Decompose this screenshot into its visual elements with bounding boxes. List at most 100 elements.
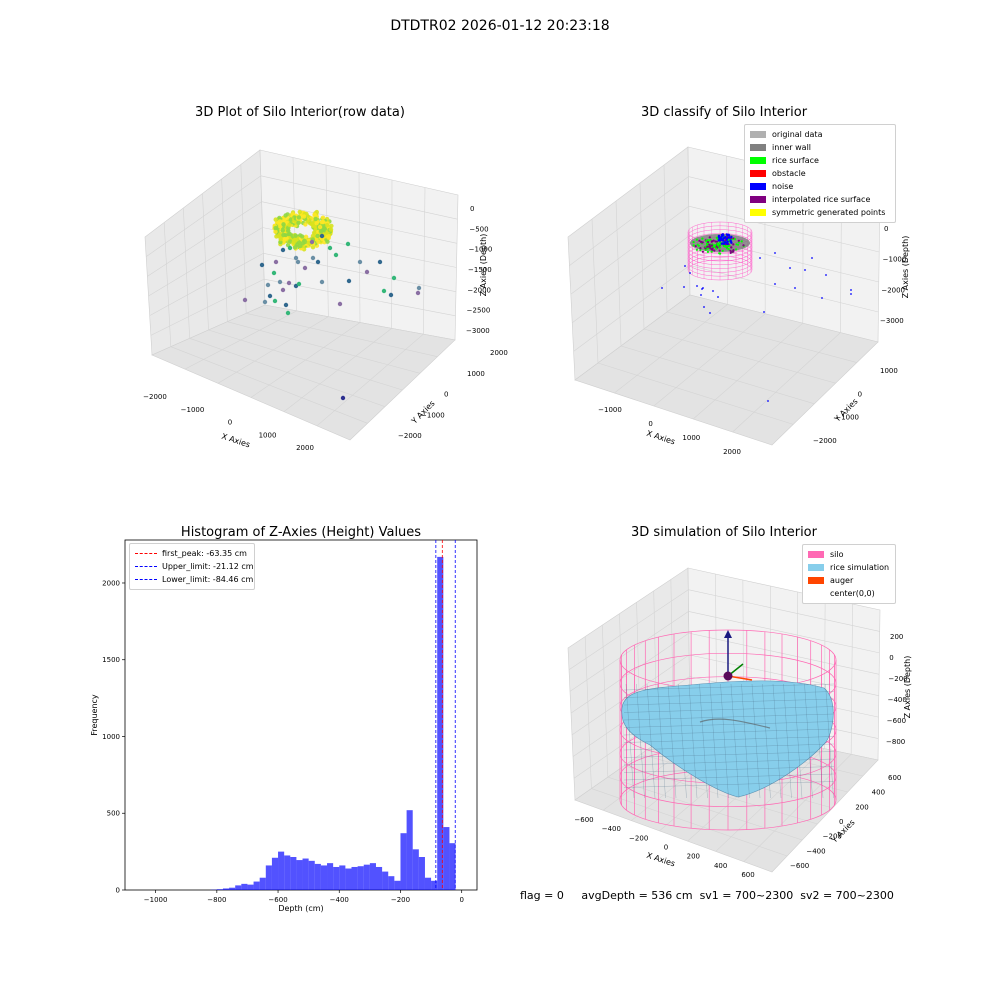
data-point <box>267 293 273 299</box>
legend-label: noise <box>772 182 794 191</box>
histogram-bar <box>216 889 223 890</box>
data-point <box>684 265 686 267</box>
data-point <box>242 297 248 303</box>
rice-mesh-line <box>688 683 698 799</box>
rice-mesh-line <box>730 683 740 799</box>
raw-z-tick-label: −2500 <box>467 307 491 315</box>
data-point <box>315 259 321 265</box>
legend-swatch <box>750 157 766 164</box>
grid-line <box>569 176 689 266</box>
simulation-y-tick-label: 0 <box>839 818 843 826</box>
data-point <box>729 249 732 252</box>
simulation-x-tick-label: −600 <box>574 816 593 824</box>
data-point <box>281 222 286 227</box>
rice-mesh-line <box>623 758 835 766</box>
rice-mesh-line <box>783 683 792 799</box>
rice-mesh-line <box>762 683 771 799</box>
grid-line <box>572 235 690 324</box>
data-point <box>322 226 327 231</box>
data-point <box>314 237 319 242</box>
data-point <box>320 215 326 220</box>
data-point <box>287 239 293 244</box>
data-point <box>732 249 735 252</box>
data-point <box>391 275 397 281</box>
raw-y-tick-label: −1000 <box>421 411 445 419</box>
simulation-plot-title: 3D simulation of Silo Interior <box>631 525 818 540</box>
simulation-z-tick-label: −200 <box>888 675 907 683</box>
data-point <box>712 239 715 242</box>
data-point <box>273 225 278 231</box>
grid-line <box>584 636 592 789</box>
x-tick-label: −1000 <box>144 896 168 904</box>
grid-line <box>614 304 728 394</box>
data-point <box>315 233 320 239</box>
data-point <box>821 297 823 299</box>
histogram-bar <box>345 868 352 890</box>
data-point <box>719 236 722 239</box>
legend-swatch <box>750 183 766 190</box>
simulation-y-tick-label: −400 <box>806 847 825 855</box>
status-footer: flag = 0 avgDepth = 536 cm sv1 = 700~230… <box>520 889 894 902</box>
grid-line <box>693 322 803 420</box>
grid-line <box>624 765 818 825</box>
simulation-z-tick-label: 0 <box>889 654 893 662</box>
classify-y-tick-label: 0 <box>858 390 862 398</box>
data-point <box>280 287 286 293</box>
histogram-bar <box>284 855 291 890</box>
data-point <box>297 209 302 215</box>
y-tick-label: 0 <box>116 887 120 895</box>
classify-y-tick-label: −2000 <box>813 437 837 445</box>
simulation-z-tick-label: −400 <box>888 696 907 704</box>
data-point <box>692 241 695 244</box>
grid-line <box>150 278 265 336</box>
histogram-vlines <box>435 540 456 890</box>
data-point <box>718 239 722 242</box>
histogram-bar <box>327 863 334 890</box>
legend-label: inner wall <box>772 143 812 152</box>
legend-item: obstacle <box>750 167 890 180</box>
classify-y-tick-label: 1000 <box>880 367 898 375</box>
auger-z-arrow <box>724 630 732 638</box>
histogram-bar <box>229 887 236 890</box>
classify-x-tick-label: 1000 <box>682 434 700 442</box>
legend-label: obstacle <box>772 169 806 178</box>
data-point <box>262 299 268 305</box>
data-point <box>337 301 343 307</box>
grid-line <box>591 218 599 364</box>
data-point <box>273 229 278 234</box>
data-point <box>288 217 293 222</box>
legend-item: noise <box>750 180 890 193</box>
data-point <box>319 233 325 239</box>
x-tick-label: 0 <box>459 896 463 904</box>
data-point <box>293 233 298 238</box>
data-point <box>381 288 387 294</box>
data-point <box>721 249 724 252</box>
histogram-bar <box>314 863 321 890</box>
raw-x-tick-label: 0 <box>228 419 232 427</box>
raw-x-tick-label: −1000 <box>181 406 205 414</box>
legend-line <box>135 579 157 580</box>
figure-title: DTDTR02 2026-01-12 20:23:18 <box>390 18 610 34</box>
legend-swatch <box>808 564 824 571</box>
data-point <box>701 250 705 253</box>
data-point <box>311 230 317 235</box>
data-point <box>710 250 713 253</box>
data-point <box>804 269 806 271</box>
grid-line <box>639 182 645 330</box>
rice-mesh-line <box>623 691 835 698</box>
histogram-bar <box>369 863 376 890</box>
data-point <box>298 243 303 249</box>
data-point <box>285 310 291 316</box>
grid-line <box>688 632 880 675</box>
grid-line <box>850 603 853 755</box>
histogram-bar <box>271 857 279 890</box>
rice-mesh-line <box>623 721 835 728</box>
data-point <box>309 239 315 245</box>
data-point <box>704 245 707 248</box>
simulation-y-tick-label: −200 <box>823 833 842 841</box>
sv2-text: sv2 = 700~2300 <box>800 889 894 902</box>
data-point <box>309 221 314 227</box>
data-point <box>732 243 735 246</box>
grid-line <box>568 589 689 670</box>
data-point <box>295 259 301 265</box>
